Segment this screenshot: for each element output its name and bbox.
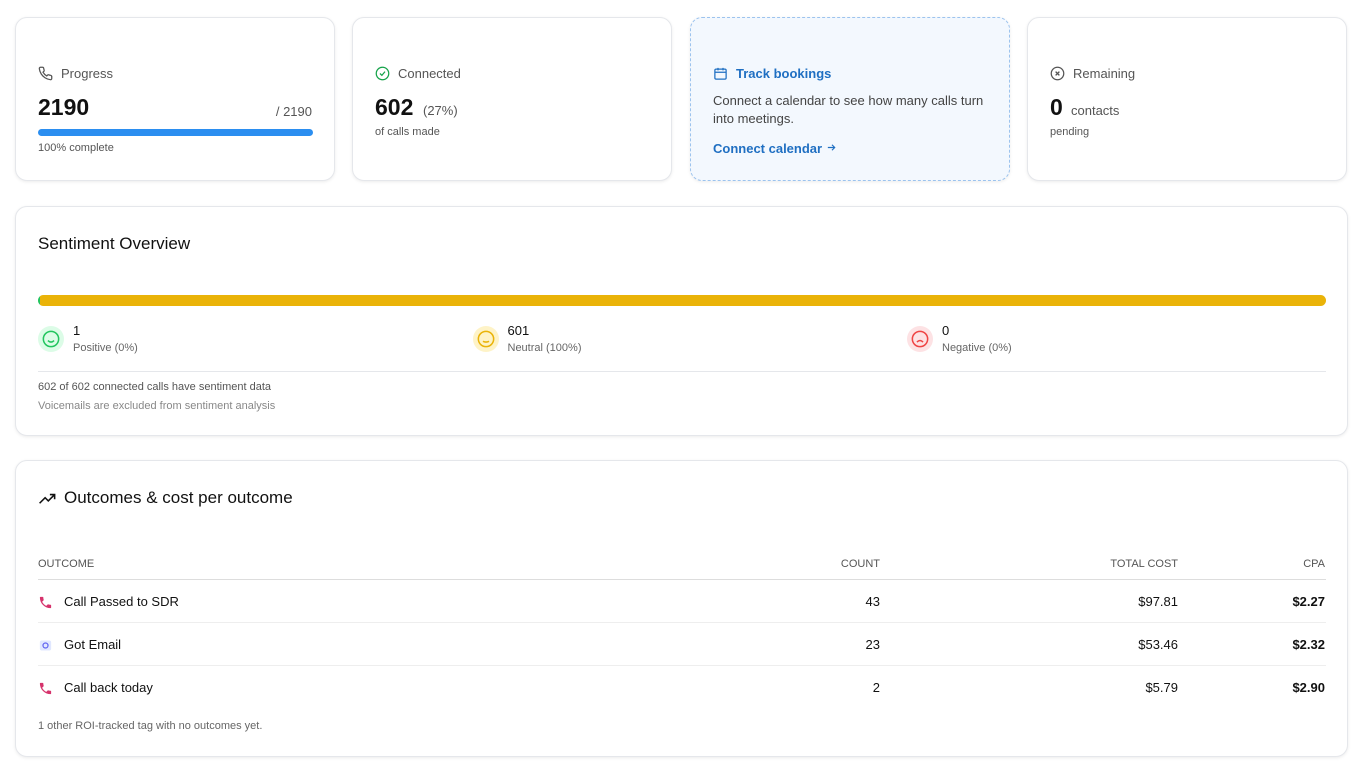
card-note: pending — [1050, 126, 1090, 138]
phone-icon — [39, 596, 52, 609]
card-note: of calls made — [375, 126, 440, 138]
x-circle-icon — [1050, 66, 1065, 81]
sentiment-icon — [38, 326, 64, 352]
outcome-count: 23 — [865, 637, 880, 652]
arrow-icon — [827, 144, 836, 151]
progress-card: Progress 2190 / 2190 100% complete — [15, 17, 335, 181]
calendar-icon — [714, 67, 727, 80]
sentiment-label: Neutral (100%) — [507, 342, 582, 354]
card-note: 100% complete — [38, 142, 114, 154]
sentiment-count: 1 — [73, 323, 81, 338]
card-value: 2190 — [38, 94, 90, 120]
row-divider — [38, 622, 1326, 623]
card-label: Connected — [398, 66, 461, 81]
sentiment-panel: Sentiment Overview 1 Positive (0%) 601 Neut… — [15, 206, 1348, 436]
panel-title: Outcomes & cost per outcome — [64, 488, 293, 507]
phone-icon — [39, 682, 52, 695]
card-value: 602 — [375, 94, 414, 120]
column-header: TOTAL COST — [1110, 558, 1178, 570]
sentiment-label: Positive (0%) — [73, 342, 138, 354]
card-text: Connect a calendar to see how many calls… — [713, 93, 984, 126]
sentiment-segment — [38, 295, 41, 306]
card-total: / 2190 — [275, 104, 312, 119]
sentiment-bar — [38, 295, 1326, 306]
outcome-cpa: $2.32 — [1292, 637, 1325, 652]
bookings-card: Track bookings Connect a calendar to see… — [690, 17, 1010, 181]
card-label: Remaining — [1073, 66, 1136, 81]
face-icon — [42, 330, 60, 348]
outcomes-panel: Outcomes & cost per outcome OUTCOME COUNT… — [15, 460, 1348, 757]
outcome-count: 43 — [865, 594, 880, 609]
outcome-name: Call back today — [64, 680, 153, 695]
outcome-name: Call Passed to SDR — [64, 594, 179, 609]
outcome-count: 2 — [872, 680, 880, 695]
column-header: COUNT — [840, 558, 880, 570]
outcome-total-cost: $5.79 — [1145, 680, 1178, 695]
card-percent: (27%) — [423, 103, 458, 118]
column-header: OUTCOME — [38, 558, 95, 570]
card-unit: contacts — [1071, 103, 1120, 118]
email-icon — [39, 640, 52, 651]
progress-bar — [38, 129, 313, 136]
card-label: Track bookings — [736, 66, 832, 81]
sentiment-count: 601 — [507, 323, 530, 338]
sentiment-segment — [40, 295, 1326, 306]
column-header: CPA — [1303, 558, 1325, 570]
connected-card: Connected 602 (27%) of calls made — [352, 17, 672, 181]
row-icon — [38, 638, 53, 653]
sentiment-label: Negative (0%) — [942, 342, 1012, 354]
outcome-name: Got Email — [64, 637, 122, 652]
outcome-total-cost: $53.46 — [1138, 637, 1178, 652]
sentiment-note: Voicemails are excluded from sentiment a… — [38, 400, 276, 412]
outcome-cpa: $2.90 — [1292, 680, 1325, 695]
card-label: Progress — [61, 66, 114, 81]
sentiment-icon — [907, 326, 933, 352]
face-icon — [477, 330, 494, 348]
sentiment-summary: 602 of 602 connected calls have sentimen… — [38, 381, 271, 393]
check-icon — [375, 66, 390, 81]
remaining-card: Remaining 0 contacts pending — [1027, 17, 1347, 181]
divider — [38, 371, 1326, 372]
row-divider — [38, 665, 1326, 666]
trend-icon — [39, 493, 56, 504]
phone-icon — [38, 66, 53, 81]
face-icon — [911, 330, 929, 348]
outcome-cpa: $2.27 — [1292, 594, 1325, 609]
link-text[interactable]: Connect calendar — [713, 141, 823, 156]
row-icon — [38, 681, 53, 696]
connect-calendar-link[interactable]: Connect calendar — [713, 141, 837, 156]
sentiment-icon — [472, 326, 499, 352]
panel-title: Sentiment Overview — [38, 234, 191, 253]
sentiment-count: 0 — [942, 323, 950, 338]
header-divider — [38, 579, 1326, 580]
card-value: 0 — [1050, 94, 1063, 120]
table-footer: 1 other ROI-tracked tag with no outcomes… — [38, 720, 263, 732]
row-icon — [38, 595, 53, 610]
outcome-total-cost: $97.81 — [1138, 594, 1178, 609]
